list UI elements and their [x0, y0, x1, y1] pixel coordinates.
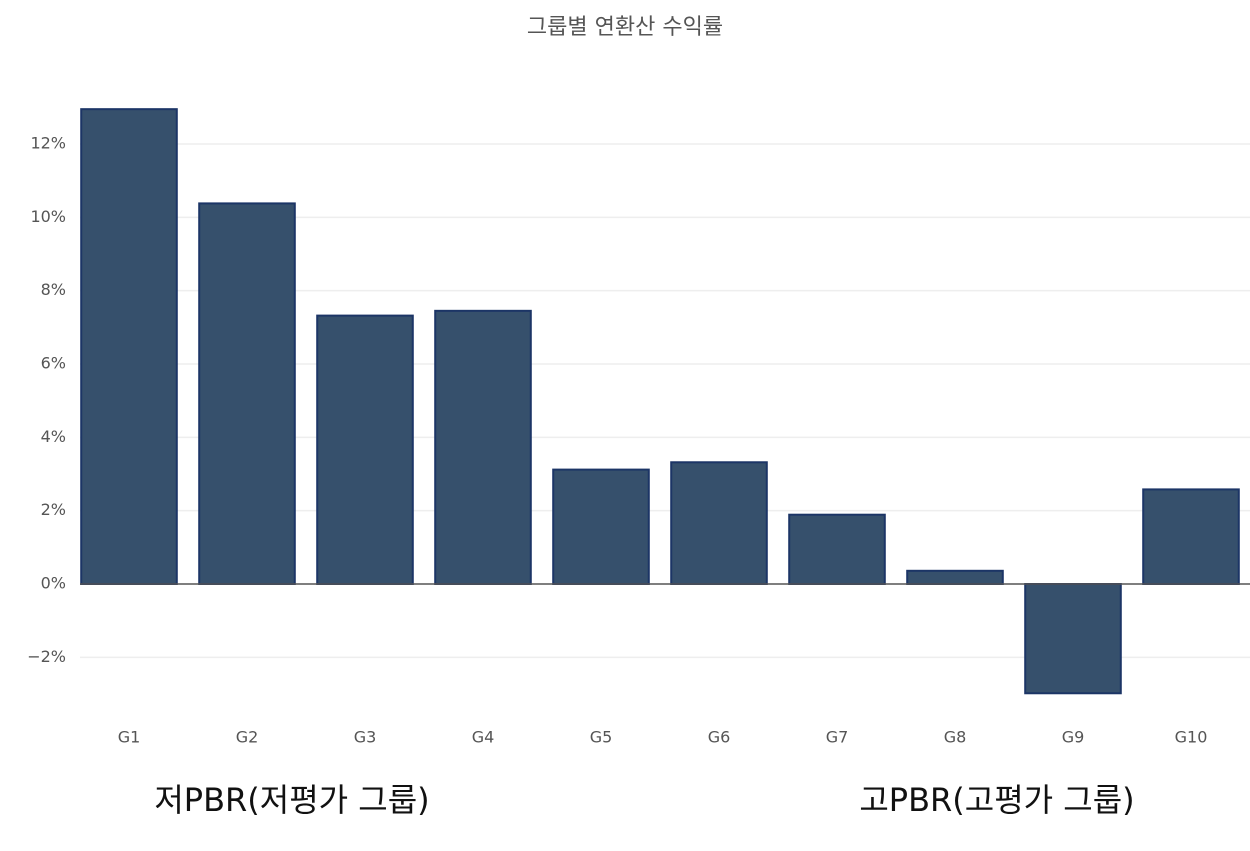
x-tick-label: G1 [118, 728, 141, 747]
x-tick-label: G2 [236, 728, 259, 747]
y-tick-label: 4% [41, 427, 66, 446]
x-tick-label: G6 [708, 728, 731, 747]
x-tick-label: G7 [826, 728, 849, 747]
y-tick-label: 6% [41, 354, 66, 373]
y-tick-label: 8% [41, 280, 66, 299]
bar [1142, 488, 1240, 585]
annotation: 고PBR(고평가 그룹) [859, 781, 1134, 819]
y-tick-label: −2% [27, 647, 66, 666]
x-tick-label: G4 [472, 728, 495, 747]
x-tick-label: G3 [354, 728, 377, 747]
chart-title: 그룹별 연환산 수익률 [527, 15, 723, 40]
x-tick-label: G5 [590, 728, 613, 747]
x-tick-label: G10 [1175, 728, 1208, 747]
bar [434, 309, 532, 585]
x-tick-label: G8 [944, 728, 967, 747]
bar [1024, 583, 1122, 695]
bar [198, 202, 296, 585]
bar [906, 569, 1004, 585]
bar [552, 468, 650, 586]
bar [788, 513, 886, 586]
bar [670, 461, 768, 585]
y-tick-label: 12% [30, 134, 66, 153]
bar [316, 314, 414, 585]
bar [80, 108, 178, 586]
annotation: 저PBR(저평가 그룹) [154, 781, 429, 819]
y-tick-label: 2% [41, 500, 66, 519]
y-tick-label: 10% [30, 207, 66, 226]
x-tick-label: G9 [1062, 728, 1085, 747]
y-tick-label: 0% [41, 574, 66, 593]
